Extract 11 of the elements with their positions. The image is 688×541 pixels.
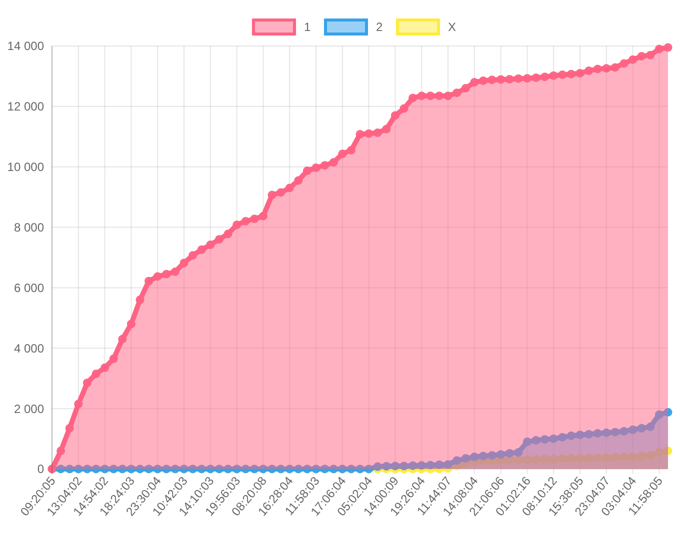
- y-tick-label: 12 000: [7, 100, 44, 114]
- y-tick-label: 2 000: [14, 402, 44, 416]
- y-tick-label: 4 000: [14, 341, 44, 356]
- legend-label: 2: [376, 20, 383, 34]
- legend-label: X: [448, 20, 456, 34]
- y-tick-label: 0: [37, 462, 44, 476]
- y-tick-label: 14 000: [7, 39, 44, 54]
- y-tick-label: 8 000: [14, 220, 44, 234]
- y-tick-label: 6 000: [14, 280, 44, 295]
- legend-label: 1: [304, 20, 311, 34]
- y-tick-label: 10 000: [7, 160, 44, 174]
